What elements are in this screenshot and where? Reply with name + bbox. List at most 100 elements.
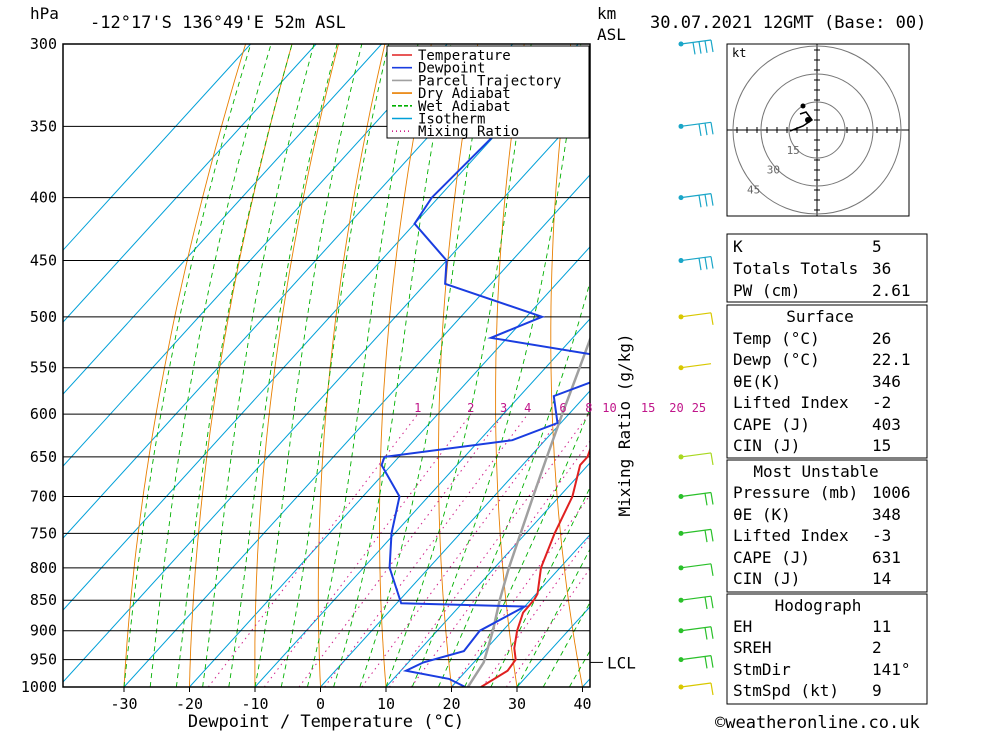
pressure-tick-label: 300 [30, 35, 57, 53]
tt-label: Totals Totals [733, 259, 858, 278]
isotherm-line [63, 44, 579, 611]
isotherm-line [63, 44, 251, 251]
x-tick-label: 30 [508, 695, 526, 713]
wind-barb-flag [710, 39, 714, 53]
pw-label: PW (cm) [733, 281, 800, 300]
hodograph-trace [789, 111, 814, 132]
wind-barb-staff [680, 255, 712, 262]
wind-barb-flag [710, 492, 714, 505]
mixing-ratio-line [298, 413, 505, 687]
dry-adiabat-line [495, 44, 525, 687]
wind-barb-flag [710, 563, 714, 576]
pressure-tick-label: 400 [30, 189, 57, 207]
wind-barb-flag [710, 596, 714, 609]
wet-adiabat-line [464, 407, 590, 687]
mixing-ratio-line [410, 440, 590, 687]
wind-barb-flag [698, 123, 702, 137]
dry-adiabat-line [656, 44, 713, 687]
hodograph-ring [788, 101, 846, 159]
x-tick-label: 0 [316, 695, 325, 713]
wind-barb-staff [680, 363, 712, 369]
surface-theta-label: θE(K) [733, 372, 781, 391]
mixing-ratio-axis-label: Mixing Ratio (g/kg) [615, 333, 634, 516]
asl-unit-label: ASL [597, 25, 626, 44]
chart-background-lines [63, 44, 1000, 687]
hodograph-rings: 15 30 45 [727, 44, 909, 216]
wind-barb-flag [710, 256, 714, 269]
mixing-ratio-label: 2 [467, 401, 474, 415]
wind-barb-flag [710, 312, 714, 325]
legend-label-wet-adiabat: Wet Adiabat [418, 99, 511, 115]
surface-cape-value: 403 [872, 415, 901, 434]
pressure-tick-label: 650 [30, 448, 57, 466]
dry-adiabat-line [942, 44, 1000, 687]
hodograph-ring-label: 30 [767, 164, 780, 177]
wind-barb-flag [704, 656, 708, 669]
parcel-trajectory-line [466, 335, 590, 687]
mixing-ratio-label: 15 [641, 401, 655, 415]
wind-barb-flag [704, 530, 708, 543]
legend-box [386, 45, 590, 139]
wind-barb-flag [704, 493, 708, 506]
dry-adiabat-line [123, 44, 247, 687]
mu-theta-label: θE (K) [733, 505, 791, 524]
wind-barb-flag [710, 193, 714, 206]
isotherm-line [63, 44, 317, 323]
legend-label-dry-adiabat: Dry Adiabat [418, 86, 511, 102]
pressure-tick-label: 600 [30, 405, 57, 423]
hodograph-table-box [726, 593, 928, 705]
wind-barb-staff [680, 595, 712, 601]
dry-adiabat-line [379, 44, 432, 687]
wind-barb-staff [680, 655, 712, 661]
mixing-ratio-label: 25 [692, 401, 706, 415]
pressure-tick-label: 500 [30, 308, 57, 326]
wind-barb-flag [704, 596, 708, 610]
isotherm-line [189, 246, 590, 687]
wind-barb-flag [710, 529, 714, 542]
wind-barb-flag [704, 123, 708, 136]
isotherm-line [385, 462, 590, 687]
km-unit-label: km [597, 4, 616, 23]
surface-temp-label: Temp (°C) [733, 329, 820, 348]
wet-adiabat-line [516, 548, 590, 687]
location-title: -12°17'S 136°49'E 52m ASL [90, 13, 346, 33]
wet-adiabat-line [254, 44, 363, 687]
hodograph-table: Hodograph EH 11 SREH 2 StmDir 141° StmSp… [726, 593, 928, 705]
datetime-title: 30.07.2021 12GMT (Base: 00) [650, 13, 926, 33]
lcl-label: LCL [607, 653, 636, 672]
sreh-label: SREH [733, 638, 772, 657]
hodo-table-title: Hodograph [775, 596, 862, 615]
wet-adiabat-line [228, 44, 338, 687]
wind-barb-flag [710, 452, 714, 466]
mixing-ratio-line [207, 413, 419, 687]
mixing-ratio-label: 4 [524, 401, 531, 415]
mixing-ratio-label: 20 [669, 401, 683, 415]
pressure-tick-label: 950 [30, 651, 57, 669]
pressure-tick-label: 450 [30, 252, 57, 270]
copyright-link[interactable]: ©weatheronline.co.uk [715, 713, 920, 733]
dry-adiabat-line [989, 44, 1000, 687]
mixing-ratio-line [361, 413, 564, 687]
wind-barb-flag [710, 682, 714, 696]
wind-barb-staff [680, 193, 712, 199]
wind-barb-flag [692, 42, 696, 55]
mixing-ratio-line [388, 413, 590, 687]
pressure-tick-label: 850 [30, 591, 57, 609]
surface-cape-label: CAPE (J) [733, 415, 810, 434]
isotherm-line [451, 534, 590, 687]
surface-cin-value: 15 [872, 436, 891, 455]
mu-cin-label: CIN (J) [733, 569, 800, 588]
legend-label-dewpoint: Dewpoint [418, 61, 485, 77]
storm-motion-marker [805, 117, 811, 123]
wind-barb-flag [698, 41, 702, 54]
eh-value: 11 [872, 617, 891, 636]
wet-adiabat-line [437, 280, 590, 687]
hpa-unit-label: hPa [30, 4, 59, 23]
stmspd-value: 9 [872, 681, 882, 700]
stmspd-label: StmSpd (kt) [733, 681, 839, 700]
x-tick-label: -30 [110, 695, 137, 713]
mu-pressure-value: 1006 [872, 483, 911, 502]
